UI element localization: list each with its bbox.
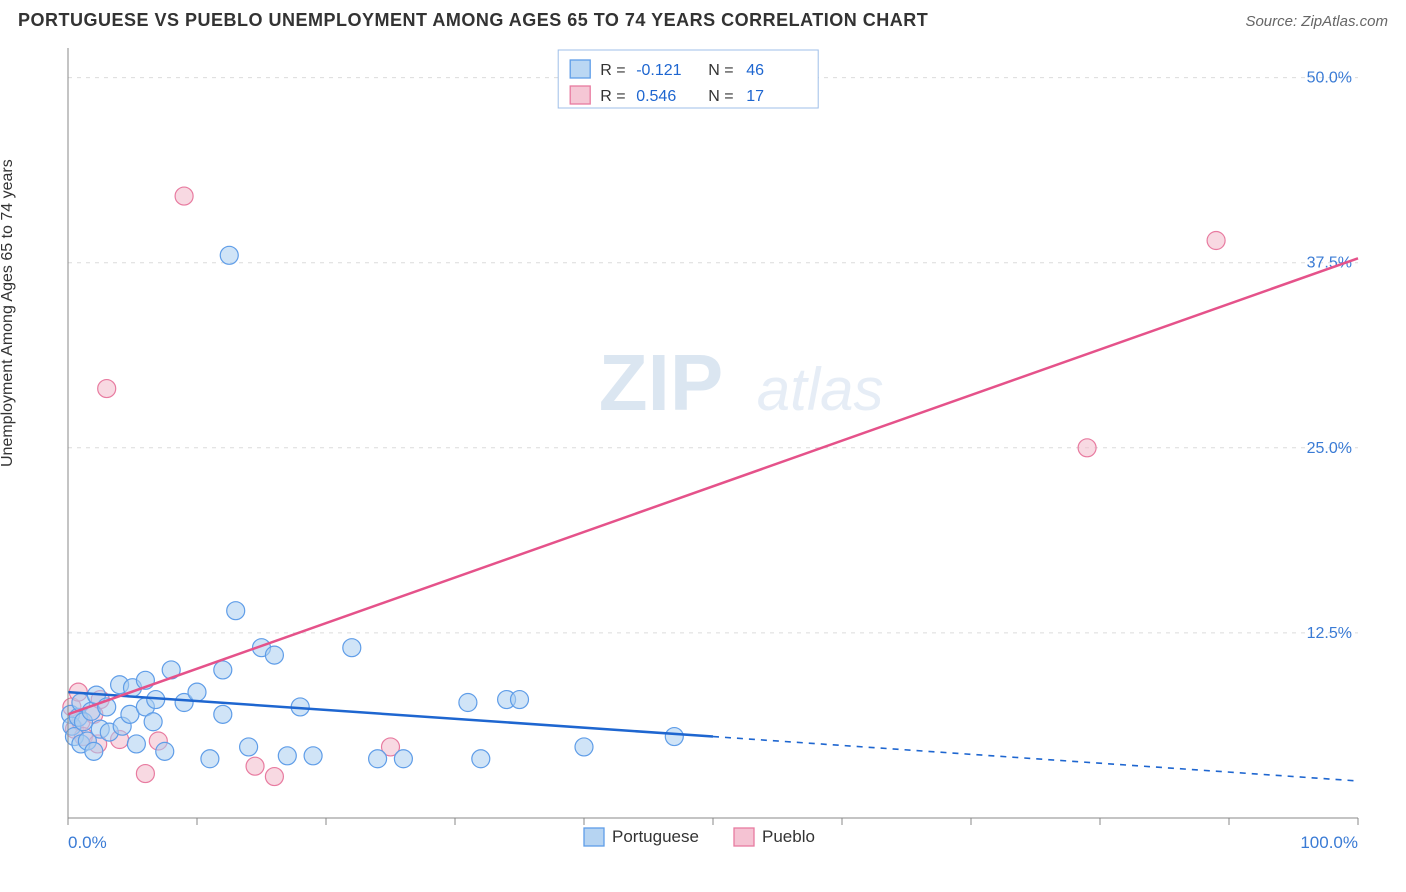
data-point [343, 639, 361, 657]
data-point [459, 694, 477, 712]
data-point [265, 646, 283, 664]
legend-top-text: 46 [746, 62, 764, 79]
x-tick-label: 0.0% [68, 833, 107, 852]
data-point [144, 713, 162, 731]
legend-swatch [584, 828, 604, 846]
data-point [201, 750, 219, 768]
y-axis-label: Unemployment Among Ages 65 to 74 years [0, 159, 17, 467]
legend-top-text: -0.121 [636, 62, 681, 79]
legend-swatch [570, 86, 590, 104]
data-point [98, 380, 116, 398]
data-point [227, 602, 245, 620]
data-point [472, 750, 490, 768]
data-point [127, 735, 145, 753]
legend-swatch [570, 60, 590, 78]
data-point [188, 683, 206, 701]
data-point [1207, 232, 1225, 250]
legend-top-text: N = [708, 62, 733, 79]
y-tick-label: 25.0% [1307, 440, 1352, 457]
data-point [575, 738, 593, 756]
data-point [511, 691, 529, 709]
data-point [214, 705, 232, 723]
data-point [240, 738, 258, 756]
data-point [665, 728, 683, 746]
legend-series-label: Portuguese [612, 827, 699, 846]
data-point [246, 757, 264, 775]
data-point [136, 765, 154, 783]
x-tick-label: 100.0% [1300, 833, 1358, 852]
data-point [304, 747, 322, 765]
data-point [278, 747, 296, 765]
svg-text:atlas: atlas [757, 356, 884, 423]
y-tick-label: 12.5% [1307, 625, 1352, 642]
page-title: PORTUGUESE VS PUEBLO UNEMPLOYMENT AMONG … [18, 10, 928, 31]
legend-top-text: R = [600, 88, 625, 105]
correlation-scatter-chart: 12.5%25.0%37.5%50.0%ZIPatlas0.0%100.0%R … [18, 48, 1388, 886]
source-label: Source: ZipAtlas.com [1245, 13, 1388, 30]
legend-top-text: 0.546 [636, 88, 676, 105]
data-point [265, 768, 283, 786]
data-point [85, 742, 103, 760]
data-point [175, 187, 193, 205]
legend-series-label: Pueblo [762, 827, 815, 846]
data-point [220, 246, 238, 264]
legend-top-text: R = [600, 62, 625, 79]
data-point [394, 750, 412, 768]
legend-top [558, 50, 818, 108]
legend-top-text: N = [708, 88, 733, 105]
legend-swatch [734, 828, 754, 846]
legend-top-text: 17 [746, 88, 764, 105]
data-point [214, 661, 232, 679]
chart-container: Unemployment Among Ages 65 to 74 years 1… [18, 48, 1388, 886]
data-point [369, 750, 387, 768]
y-tick-label: 50.0% [1307, 70, 1352, 87]
data-point [1078, 439, 1096, 457]
data-point [156, 742, 174, 760]
svg-text:ZIP: ZIP [599, 338, 723, 427]
